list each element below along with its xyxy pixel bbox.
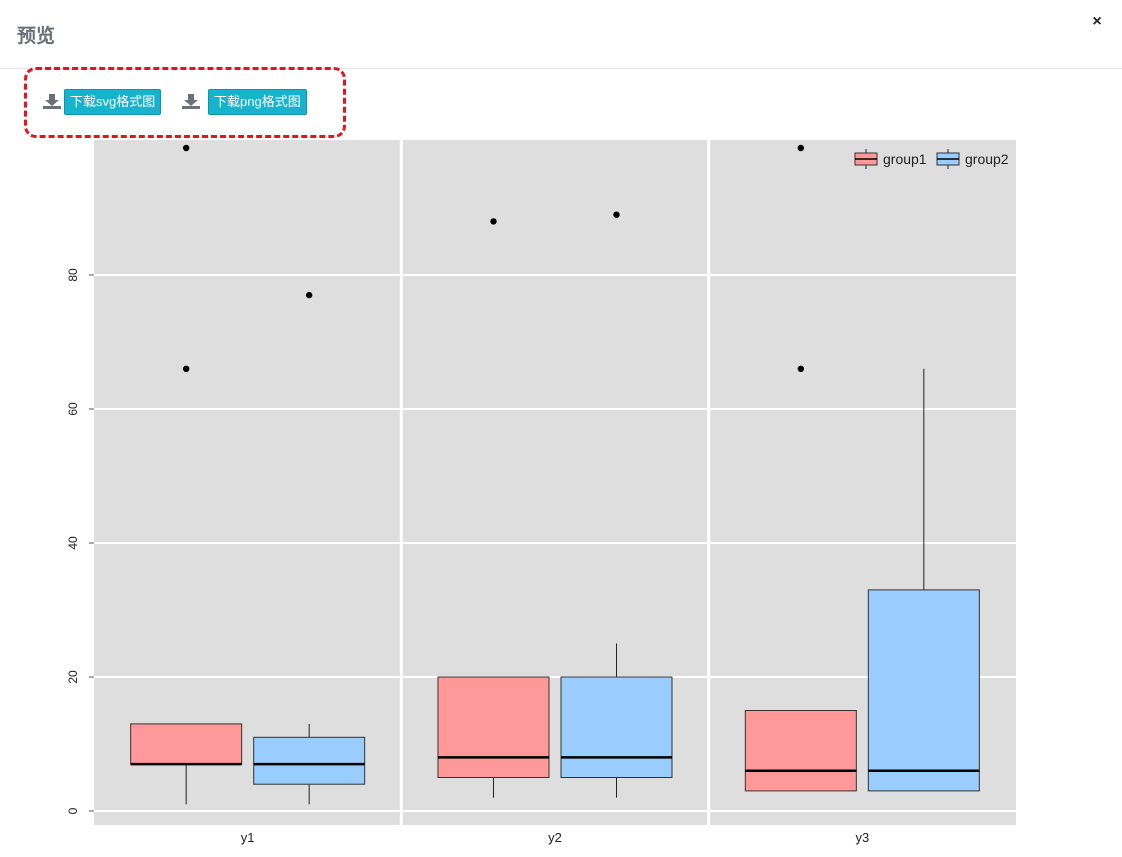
plot-panel [94, 140, 1016, 825]
box-group1-y2 [437, 676, 550, 778]
legend-label: group2 [965, 151, 1009, 167]
y-tick-label: 0 [66, 807, 80, 814]
y-tick-label: 40 [66, 536, 80, 550]
download-icon[interactable] [43, 93, 61, 109]
box-group2-y3 [867, 589, 980, 792]
download-icon[interactable] [182, 93, 200, 109]
box-group2-y2 [560, 676, 673, 778]
download-png-button[interactable]: 下载png格式图 [208, 89, 307, 115]
y-tick-label: 20 [66, 670, 80, 684]
outlier-point [613, 211, 620, 218]
toolbar-highlight [24, 67, 346, 138]
modal-title: 预览 [17, 26, 56, 47]
x-tick-label: y1 [241, 830, 255, 845]
legend-label: group1 [883, 151, 927, 167]
y-tick-label: 80 [66, 268, 80, 282]
outlier-point [797, 144, 805, 152]
outlier-point [305, 291, 313, 299]
x-tick-label: y2 [548, 830, 562, 845]
x-tick-label: y3 [855, 830, 869, 845]
outlier-point [182, 365, 190, 372]
close-button[interactable]: × [1092, 13, 1102, 30]
modal-header: 预览 [0, 0, 1122, 69]
outlier-point [797, 365, 805, 372]
y-tick-label: 60 [66, 402, 80, 416]
outlier-point [490, 218, 497, 225]
download-svg-button[interactable]: 下载svg格式图 [64, 89, 162, 115]
box-group2-y1 [253, 736, 366, 785]
box-group1-y3 [744, 710, 857, 792]
box-group1-y1 [130, 723, 243, 765]
outlier-point [182, 144, 190, 152]
